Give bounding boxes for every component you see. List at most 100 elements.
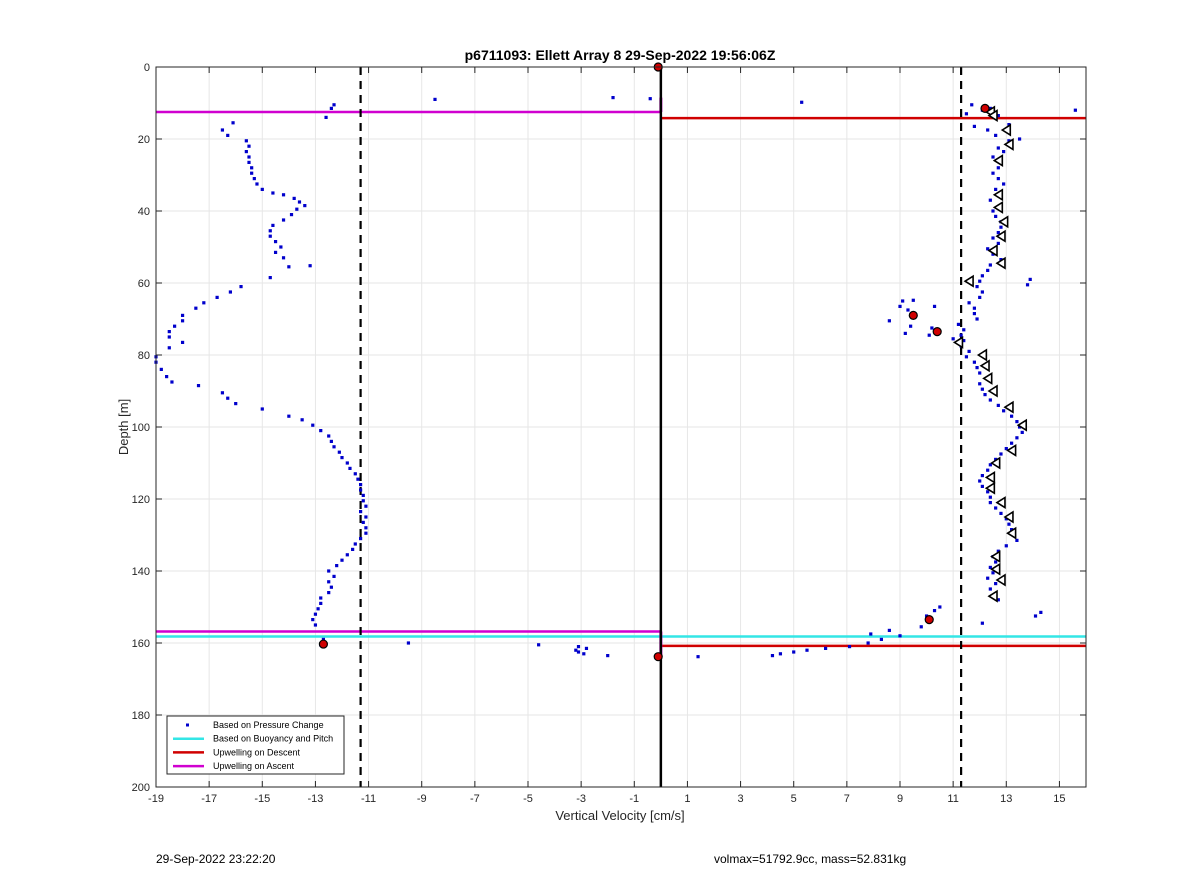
y-tick-label: 160 bbox=[132, 638, 150, 650]
data-point bbox=[1017, 137, 1022, 141]
data-point bbox=[292, 196, 296, 200]
data-point bbox=[887, 628, 891, 632]
data-point bbox=[332, 103, 336, 107]
data-point bbox=[770, 654, 775, 658]
x-tick-label: -17 bbox=[201, 793, 217, 805]
data-point bbox=[260, 407, 264, 411]
data-point bbox=[980, 274, 984, 278]
data-point bbox=[1073, 108, 1077, 112]
data-point bbox=[281, 256, 286, 260]
data-point bbox=[255, 182, 259, 186]
data-point bbox=[778, 652, 783, 656]
data-point bbox=[988, 263, 992, 267]
triangle-marker bbox=[1016, 418, 1028, 432]
data-point bbox=[345, 553, 349, 557]
data-point bbox=[281, 218, 286, 222]
data-point bbox=[980, 474, 984, 478]
data-points bbox=[154, 96, 1077, 659]
x-tick-label: 9 bbox=[897, 793, 903, 805]
data-point bbox=[173, 324, 177, 328]
data-point bbox=[329, 439, 333, 443]
data-point bbox=[978, 382, 982, 386]
y-tick-label: 180 bbox=[132, 710, 150, 722]
data-point bbox=[996, 166, 1000, 170]
data-point bbox=[234, 402, 238, 406]
data-point bbox=[980, 387, 984, 391]
data-point bbox=[327, 591, 331, 595]
data-point bbox=[359, 537, 363, 541]
x-tick-label: -15 bbox=[254, 793, 270, 805]
data-point bbox=[311, 423, 315, 427]
data-point bbox=[906, 308, 910, 312]
data-point bbox=[327, 580, 331, 584]
data-point bbox=[180, 340, 185, 344]
data-point bbox=[165, 375, 169, 379]
data-point bbox=[576, 645, 581, 649]
triangle-marker bbox=[990, 562, 1001, 576]
x-tick-label: -3 bbox=[576, 793, 586, 805]
triangle-marker bbox=[992, 200, 1004, 214]
x-axis-label: Vertical Velocity [cm/s] bbox=[555, 808, 684, 823]
data-point bbox=[297, 200, 302, 204]
data-point bbox=[1020, 430, 1024, 434]
data-point bbox=[911, 298, 915, 302]
data-point bbox=[967, 301, 971, 305]
data-point bbox=[353, 542, 357, 546]
data-point bbox=[964, 355, 969, 359]
data-point bbox=[996, 241, 1000, 245]
data-point bbox=[972, 360, 976, 364]
data-point bbox=[898, 304, 902, 308]
y-tick-label: 0 bbox=[144, 62, 150, 74]
data-point bbox=[1010, 441, 1014, 445]
data-point bbox=[271, 223, 275, 227]
data-point bbox=[321, 637, 325, 641]
triangle-marker bbox=[987, 109, 998, 123]
data-point bbox=[319, 429, 323, 433]
data-point bbox=[364, 531, 368, 535]
data-point bbox=[975, 317, 979, 321]
legend-label: Upwelling on Ascent bbox=[213, 761, 295, 771]
y-axis-label: Depth [m] bbox=[116, 399, 131, 455]
triangle-marker bbox=[995, 496, 1006, 510]
data-point bbox=[988, 495, 992, 499]
y-tick-label: 20 bbox=[138, 134, 150, 146]
data-point bbox=[1039, 610, 1043, 614]
data-point bbox=[194, 306, 198, 310]
data-point bbox=[988, 565, 992, 569]
x-tick-label: -1 bbox=[629, 793, 639, 805]
data-point bbox=[980, 484, 984, 488]
data-point bbox=[345, 461, 349, 465]
data-point bbox=[869, 632, 873, 636]
data-point bbox=[962, 328, 966, 332]
data-point bbox=[932, 609, 937, 613]
data-point bbox=[975, 285, 979, 289]
data-point bbox=[959, 333, 963, 337]
x-tick-label: -11 bbox=[361, 793, 376, 805]
star-marker bbox=[932, 327, 942, 337]
data-point bbox=[1004, 447, 1008, 451]
data-point bbox=[364, 526, 368, 530]
data-point bbox=[980, 290, 984, 294]
data-point bbox=[1025, 283, 1030, 287]
reference-lines bbox=[359, 67, 963, 787]
data-point bbox=[932, 304, 937, 308]
x-tick-label: 7 bbox=[844, 793, 850, 805]
data-point bbox=[1007, 139, 1011, 143]
data-point bbox=[1007, 123, 1011, 127]
chart-title: p6711093: Ellett Array 8 29-Sep-2022 19:… bbox=[465, 47, 776, 63]
data-point bbox=[606, 654, 610, 658]
data-point bbox=[1017, 425, 1022, 429]
y-tick-label: 100 bbox=[132, 422, 150, 434]
data-point bbox=[170, 380, 174, 384]
legend-label: Based on Pressure Change bbox=[213, 720, 324, 730]
data-point bbox=[295, 207, 299, 211]
legend-label: Based on Buoyancy and Pitch bbox=[213, 734, 333, 744]
data-point bbox=[1002, 409, 1006, 413]
triangle-marker bbox=[995, 573, 1006, 587]
data-point bbox=[576, 650, 581, 654]
data-point bbox=[167, 330, 171, 334]
data-point bbox=[281, 193, 286, 197]
data-point bbox=[991, 252, 995, 256]
data-point bbox=[999, 225, 1003, 229]
